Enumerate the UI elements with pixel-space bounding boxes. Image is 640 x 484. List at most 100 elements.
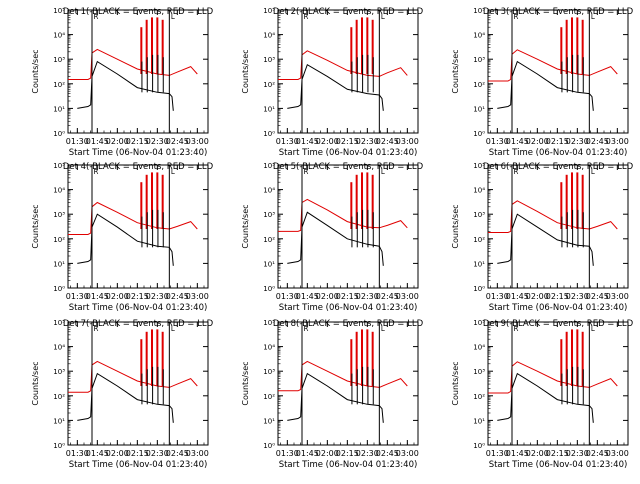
x-tick-label: 02:45 bbox=[376, 292, 399, 301]
y-tick-label: 10² bbox=[263, 236, 275, 244]
x-tick-label: 02:15 bbox=[126, 449, 149, 458]
y-tick-label: 10² bbox=[473, 81, 485, 89]
y-tick-label: 10² bbox=[53, 393, 65, 401]
x-tick-label: 02:00 bbox=[106, 449, 129, 458]
x-tick-label: 02:45 bbox=[376, 449, 399, 458]
plot-frame bbox=[277, 164, 419, 289]
y-tick-label: 10⁴ bbox=[473, 344, 485, 352]
x-tick-label: 02:30 bbox=[146, 449, 169, 458]
plot-frame bbox=[487, 164, 629, 289]
x-tick-label: 02:30 bbox=[356, 292, 379, 301]
y-tick-label: 10¹ bbox=[263, 417, 275, 425]
lld-series-line bbox=[278, 198, 408, 232]
lld-series-line bbox=[488, 361, 618, 394]
plot-frame bbox=[487, 321, 629, 446]
x-tick-label: 02:30 bbox=[566, 137, 589, 146]
panel-title: Det 1(-BLACK = Events, RED = LLD bbox=[63, 7, 214, 17]
y-tick-label: 10³ bbox=[53, 56, 65, 64]
y-tick-label: 10⁰ bbox=[53, 130, 65, 138]
x-tick-label: 02:15 bbox=[546, 449, 569, 458]
x-tick-label: 03:00 bbox=[186, 292, 209, 301]
x-axis-label: Start Time (06-Nov-04 01:23:40) bbox=[69, 460, 208, 470]
x-axis-label: Start Time (06-Nov-04 01:23:40) bbox=[279, 303, 418, 313]
y-tick-label: 10¹ bbox=[53, 417, 65, 425]
x-axis-label: Start Time (06-Nov-04 01:23:40) bbox=[279, 460, 418, 470]
end-marker-label: L bbox=[171, 13, 175, 21]
x-tick-label: 02:15 bbox=[336, 449, 359, 458]
y-tick-label: 10² bbox=[263, 393, 275, 401]
y-tick-label: 10⁴ bbox=[263, 32, 275, 40]
y-tick-label: 10² bbox=[473, 236, 485, 244]
x-tick-label: 01:30 bbox=[66, 137, 89, 146]
x-tick-label: 03:00 bbox=[606, 292, 629, 301]
start-marker-label: R bbox=[304, 168, 309, 176]
y-tick-label: 10¹ bbox=[473, 417, 485, 425]
events-series-line bbox=[77, 372, 174, 423]
x-tick-label: 01:45 bbox=[86, 449, 109, 458]
y-tick-label: 10² bbox=[53, 236, 65, 244]
x-tick-label: 02:15 bbox=[546, 137, 569, 146]
x-tick-label: 01:45 bbox=[86, 292, 109, 301]
end-marker-label: L bbox=[171, 168, 175, 176]
x-tick-label: 01:30 bbox=[276, 449, 299, 458]
panel-title: Det 7(-BLACK = Events, RED = LLD bbox=[63, 319, 214, 329]
panel-title: Det 6(-BLACK = Events, RED = LLD bbox=[483, 162, 634, 172]
x-tick-label: 01:30 bbox=[276, 137, 299, 146]
x-tick-label: 01:30 bbox=[486, 137, 509, 146]
plot-frame bbox=[277, 9, 419, 134]
end-marker-label: L bbox=[381, 325, 385, 333]
x-tick-label: 03:00 bbox=[186, 137, 209, 146]
events-series-line bbox=[77, 60, 174, 111]
start-marker-label: R bbox=[94, 325, 99, 333]
y-tick-label: 10¹ bbox=[53, 260, 65, 268]
x-tick-label: 02:45 bbox=[166, 292, 189, 301]
end-marker-label: L bbox=[591, 13, 595, 21]
x-tick-label: 02:15 bbox=[546, 292, 569, 301]
x-tick-label: 02:45 bbox=[586, 137, 609, 146]
x-tick-label: 02:00 bbox=[316, 137, 339, 146]
y-tick-label: 10⁵ bbox=[263, 162, 275, 170]
lld-series-line bbox=[68, 48, 198, 80]
y-tick-label: 10⁵ bbox=[53, 319, 65, 327]
lld-series-line bbox=[278, 360, 408, 392]
plot-frame bbox=[67, 164, 209, 289]
panel-title: Det 5(-BLACK = Events, RED = LLD bbox=[273, 162, 424, 172]
end-marker-label: L bbox=[591, 168, 595, 176]
plot-frame bbox=[67, 321, 209, 446]
end-marker-label: L bbox=[381, 13, 385, 21]
x-axis-label: Start Time (06-Nov-04 01:23:40) bbox=[489, 460, 628, 470]
y-tick-label: 10⁵ bbox=[53, 162, 65, 170]
y-tick-label: 10⁰ bbox=[263, 442, 275, 450]
y-axis-label: Counts/sec bbox=[31, 204, 40, 248]
start-marker-label: R bbox=[304, 13, 309, 21]
panel-title: Det 3(-BLACK = Events, RED = LLD bbox=[483, 7, 634, 17]
x-tick-label: 02:15 bbox=[336, 292, 359, 301]
x-tick-label: 02:15 bbox=[336, 137, 359, 146]
x-tick-label: 02:45 bbox=[166, 137, 189, 146]
y-axis-label: Counts/sec bbox=[241, 49, 250, 93]
panel-title: Det 9(-BLACK = Events, RED = LLD bbox=[483, 319, 634, 329]
x-tick-label: 01:30 bbox=[66, 292, 89, 301]
x-tick-label: 03:00 bbox=[396, 137, 419, 146]
end-marker-label: L bbox=[171, 325, 175, 333]
x-tick-label: 01:45 bbox=[506, 449, 529, 458]
y-tick-label: 10¹ bbox=[53, 105, 65, 113]
y-axis-label: Counts/sec bbox=[451, 49, 460, 93]
end-marker-label: L bbox=[591, 325, 595, 333]
y-tick-label: 10⁴ bbox=[53, 187, 65, 195]
x-tick-label: 02:15 bbox=[126, 137, 149, 146]
y-axis-label: Counts/sec bbox=[451, 361, 460, 405]
x-tick-label: 01:45 bbox=[506, 137, 529, 146]
start-marker-label: R bbox=[514, 168, 519, 176]
y-tick-label: 10⁰ bbox=[263, 130, 275, 138]
x-tick-label: 03:00 bbox=[606, 449, 629, 458]
lld-series-line bbox=[488, 49, 618, 82]
x-tick-label: 02:00 bbox=[106, 292, 129, 301]
x-tick-label: 02:30 bbox=[566, 449, 589, 458]
x-tick-label: 01:30 bbox=[486, 292, 509, 301]
